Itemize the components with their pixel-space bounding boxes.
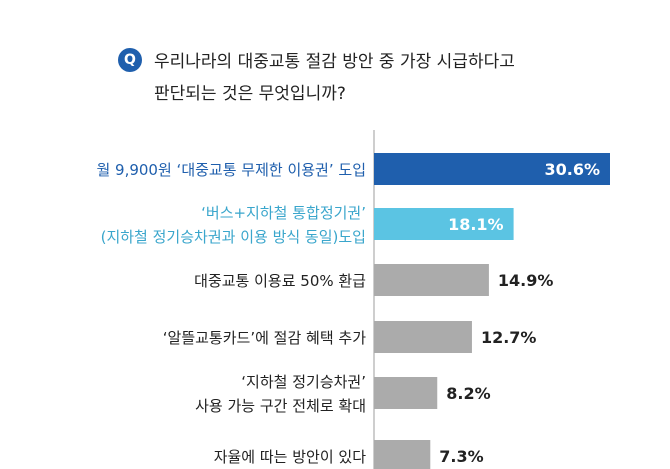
bar-2 [374, 208, 514, 240]
bar-3 [374, 264, 489, 296]
category-label-6-line-1: 자율에 따는 방안이 있다 [214, 448, 367, 466]
value-label-2: 18.1% [448, 215, 504, 234]
question-line-2: 판단되는 것은 무엇입니까? [154, 84, 346, 104]
value-label-4: 12.7% [481, 328, 537, 347]
bar-6 [374, 440, 431, 469]
question: Q 우리나라의 대중교통 절감 방안 중 가장 시급하다고 판단되는 것은 무엇… [118, 46, 584, 110]
value-label-1: 30.6% [544, 160, 600, 179]
bar-1 [374, 153, 610, 185]
value-label-5: 8.2% [446, 384, 490, 403]
bar-4 [374, 321, 472, 353]
category-label-5-line-2: 사용 가능 구간 전체로 확대 [195, 397, 366, 415]
category-label-2-line-1: ‘버스+지하철 통합정기권’ [201, 204, 366, 222]
value-label-6: 7.3% [439, 447, 483, 466]
question-line-1: 우리나라의 대중교통 절감 방안 중 가장 시급하다고 [154, 52, 515, 72]
category-label-5-line-1: ‘지하철 정기승차권’ [241, 373, 366, 391]
category-label-4-line-1: ‘알뜰교통카드’에 절감 혜택 추가 [163, 329, 366, 347]
question-badge: Q [118, 48, 142, 72]
category-label-3-line-1: 대중교통 이용료 50% 환급 [194, 272, 366, 290]
question-text: 우리나라의 대중교통 절감 방안 중 가장 시급하다고 판단되는 것은 무엇입니… [154, 46, 584, 110]
value-label-3: 14.9% [498, 271, 554, 290]
category-label-2-line-2: (지하철 정기승차권과 이용 방식 동일)도입 [101, 228, 366, 246]
category-label-1-line-1: 월 9,900원 ‘대중교통 무제한 이용권’ 도입 [96, 161, 366, 179]
bar-5 [374, 377, 438, 409]
